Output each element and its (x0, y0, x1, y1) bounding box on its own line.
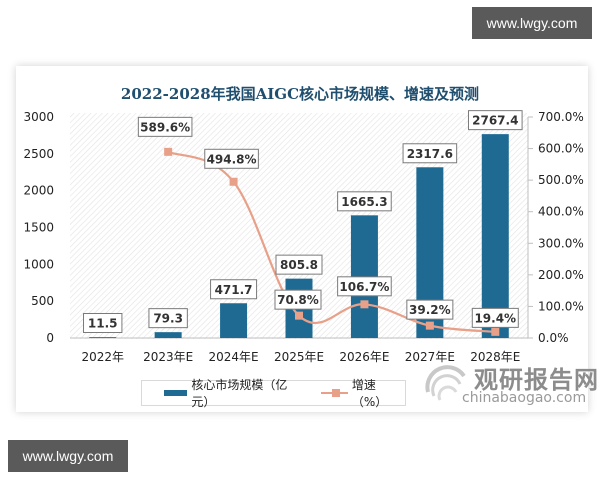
x-axis-tick-label: 2023年E (143, 350, 193, 364)
bar-value-label: 1665.3 (341, 195, 387, 209)
growth-value-label: 106.7% (339, 280, 389, 294)
left-axis-tick-label: 1000 (23, 257, 54, 271)
growth-value-label: 70.8% (277, 293, 319, 307)
legend-label: 增速（%） (351, 378, 388, 409)
x-axis-tick-label: 2026年E (339, 350, 389, 364)
brand-logo-icon (425, 365, 466, 401)
line-marker (360, 300, 369, 309)
left-axis-tick-label: 2500 (23, 147, 54, 161)
x-axis-tick-label: 2022年 (81, 350, 124, 364)
bar (89, 337, 117, 338)
left-axis-tick-label: 0 (46, 331, 54, 345)
line-marker (491, 327, 500, 336)
bar-value-label: 2317.6 (407, 147, 453, 161)
x-axis-tick-label: 2024年E (209, 350, 259, 364)
line-marker (425, 321, 434, 330)
growth-value-label: 39.2% (409, 303, 451, 317)
bar-value-label-box (83, 313, 123, 333)
left-axis-tick-label: 500 (31, 294, 54, 308)
left-axis-tick-label: 2000 (23, 184, 54, 198)
bar (481, 134, 509, 338)
data-labels: 11.5 79.3 471.7 805.8 1665.3 2317.6 2767.4 589.… (83, 110, 523, 333)
line-marker (164, 147, 173, 156)
line-series (164, 147, 500, 336)
growth-value-label-box (337, 276, 392, 297)
left-axis-tick-label: 3000 (23, 110, 54, 124)
bar-value-label-box (337, 191, 392, 212)
bar (220, 303, 248, 338)
axes: 0 500 1000 1500 2000 2500 3000 0.0% 100.0% 200.0%… (23, 110, 583, 364)
right-axis-tick-label: 300.0% (538, 236, 584, 250)
legend-label: 核心市场规模（亿元） (191, 378, 288, 409)
right-axis-tick-label: 600.0% (538, 142, 584, 156)
bar-value-label-box (148, 308, 188, 329)
x-axis-tick-label: 2025年E (274, 350, 324, 364)
line-marker-swatch-icon (320, 388, 348, 398)
bar-value-label-box (467, 110, 523, 131)
x-axis-tick-label: 2027年E (405, 350, 455, 364)
x-axis-tick-label: 2028年E (470, 350, 520, 364)
bar-value-label-box (402, 143, 458, 164)
watermark-text: www.lwgy.com (22, 448, 114, 464)
legend-item-growth: 增速（%） (320, 376, 405, 410)
bar-value-label-box (275, 254, 323, 275)
watermark-bottom: www.lwgy.com (8, 440, 128, 472)
growth-value-label-box (204, 148, 259, 169)
right-axis-tick-label: 100.0% (538, 299, 584, 313)
left-axis-tick-label: 1500 (23, 221, 54, 235)
bar-value-label-box (210, 279, 258, 300)
bar-value-label: 11.5 (88, 317, 118, 331)
brand-name: 观研报告网 (474, 366, 599, 394)
bar-value-label: 2767.4 (472, 114, 518, 128)
growth-value-label-box (274, 289, 322, 310)
legend-item-market-size: 核心市场规模（亿元） (164, 376, 299, 410)
watermark-text: www.lwgy.com (486, 15, 578, 31)
growth-value-label-box (471, 307, 519, 328)
right-axis-tick-label: 700.0% (538, 110, 584, 124)
growth-value-label: 589.6% (140, 120, 190, 134)
bar-swatch-icon (164, 390, 188, 396)
bar (154, 332, 182, 338)
growth-value-label-box (137, 116, 193, 137)
bar-value-label: 79.3 (153, 312, 183, 326)
line-marker (295, 311, 303, 320)
growth-value-label-box (406, 299, 454, 320)
watermark-top: www.lwgy.com (472, 7, 592, 39)
right-axis-tick-label: 200.0% (538, 268, 584, 282)
right-axis-tick-label: 0.0% (538, 331, 569, 345)
bar-value-label: 805.8 (280, 258, 318, 272)
right-axis-tick-label: 400.0% (538, 205, 584, 219)
growth-value-label: 494.8% (207, 152, 257, 166)
right-axis-tick-label: 500.0% (538, 173, 584, 187)
growth-value-label: 19.4% (474, 311, 516, 325)
chart-title: 2022-2028年我国AIGC核心市场规模、增速及预测 (120, 85, 480, 103)
brand-domain: chinabaogao.com (462, 390, 587, 406)
line-marker (229, 177, 238, 186)
legend: 核心市场规模（亿元） 增速（%） (141, 378, 406, 409)
bar-value-label: 471.7 (215, 283, 253, 297)
